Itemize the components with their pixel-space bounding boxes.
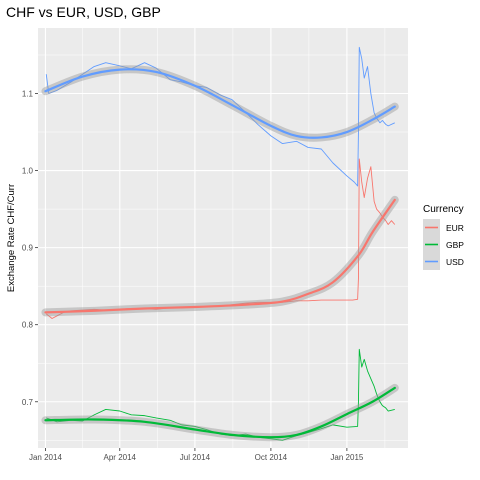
axis-ticks [35,93,348,451]
x-axis: Jan 2014 Apr 2014 Jul 2014 Oct 2014 Jan … [29,453,364,462]
x-tick-label: Apr 2014 [104,453,137,462]
x-tick-label: Jan 2014 [29,453,62,462]
legend: Currency EUR GBP USD [423,204,464,270]
legend-label: GBP [446,240,464,250]
legend-label: EUR [446,223,464,233]
y-axis: 0.7 0.8 0.9 1.0 1.1 [22,90,34,407]
legend-title: Currency [423,204,464,215]
legend-label: USD [446,257,464,267]
plot-panel [38,28,408,448]
y-axis-title: Exchange Rate CHF/Curr [6,184,17,292]
x-tick-label: Jul 2014 [180,453,211,462]
y-tick-label: 1.0 [22,167,34,176]
legend-item-gbp: GBP [423,236,464,253]
smooth-line-usd [44,68,396,139]
y-tick-label: 0.9 [22,244,34,253]
grid-major [38,28,408,448]
x-tick-label: Oct 2014 [255,453,288,462]
smooth-line-gbp [44,386,396,439]
x-tick-label: Jan 2015 [330,453,363,462]
y-tick-label: 0.8 [22,321,34,330]
chart-title: CHF vs EUR, USD, GBP [6,4,161,20]
y-tick-label: 1.1 [22,90,34,99]
legend-item-usd: USD [423,253,464,270]
smooth-line-eur [44,198,396,314]
legend-item-eur: EUR [423,219,464,236]
series-line-gbp [46,348,395,441]
y-tick-label: 0.7 [22,398,34,407]
series-line-usd [45,46,395,187]
series-layer [41,46,399,442]
